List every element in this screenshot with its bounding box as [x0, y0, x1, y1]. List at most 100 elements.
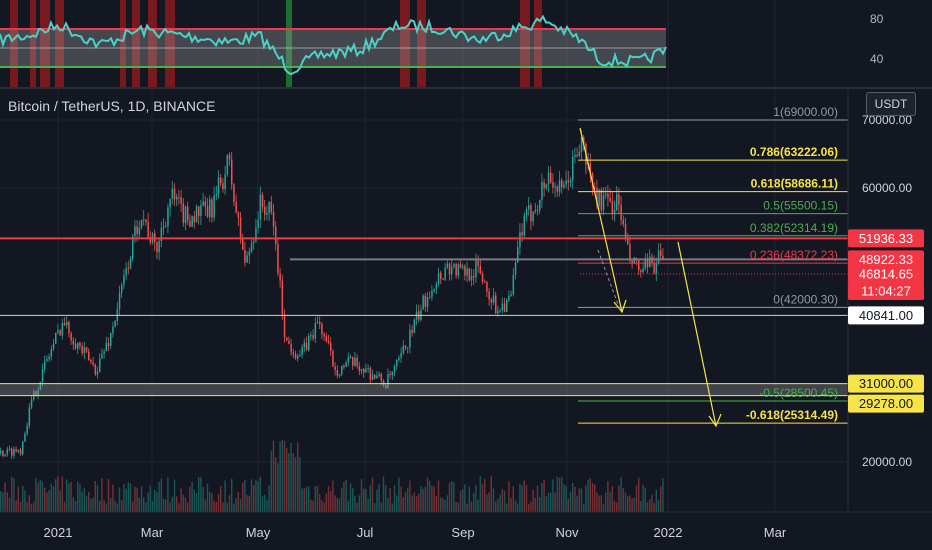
volume-bar — [642, 484, 644, 512]
x-tick-label: 2021 — [44, 525, 73, 540]
volume-bar — [143, 497, 145, 512]
rsi-overbought-zone — [148, 0, 157, 88]
volume-bar — [114, 500, 116, 512]
price-tag-label: 31000.00 — [859, 376, 913, 391]
volume-bar — [79, 484, 81, 512]
volume-bar — [46, 492, 48, 512]
candle-body — [600, 189, 603, 211]
volume-bar — [28, 495, 30, 512]
volume-bar — [635, 485, 638, 512]
volume-bar — [374, 503, 376, 512]
fib-label: -0.5(28500.45) — [759, 386, 838, 400]
volume-bar — [561, 477, 563, 512]
candle-body — [297, 355, 299, 359]
candle-body — [488, 291, 490, 300]
volume-bar — [569, 491, 572, 512]
chart-title: Bitcoin / TetherUS, 1D, BINANCE — [8, 98, 216, 114]
rsi-overbought-zone — [520, 0, 530, 88]
volume-bar — [105, 503, 107, 512]
candle-body — [613, 209, 616, 214]
volume-bar — [332, 480, 334, 512]
volume-bar — [165, 499, 167, 512]
volume-bar — [420, 486, 422, 512]
candle-body — [301, 347, 303, 355]
candle-body — [316, 322, 319, 324]
volume-bar — [435, 496, 437, 512]
volume-bar — [338, 498, 341, 512]
volume-bar — [167, 477, 169, 512]
volume-bar — [451, 480, 453, 512]
candle-body — [376, 375, 378, 379]
candle-body — [277, 243, 279, 274]
candle-body — [127, 268, 130, 270]
volume-bar — [352, 487, 354, 512]
volume-bar — [261, 496, 264, 512]
volume-bar — [550, 492, 552, 512]
volume-bar — [138, 497, 140, 512]
volume-bar — [248, 495, 250, 512]
volume-bar — [433, 486, 435, 512]
candle-body — [281, 280, 284, 315]
candle-body — [242, 238, 244, 250]
volume-bar — [6, 492, 8, 512]
volume-bar — [429, 480, 431, 512]
candle-body — [649, 256, 651, 268]
candle-body — [605, 193, 607, 196]
candle-body — [156, 242, 158, 253]
volume-bar — [147, 492, 149, 512]
candle-body — [574, 154, 576, 157]
candle-body — [490, 299, 493, 303]
candle-body — [143, 219, 145, 221]
candle-body — [213, 195, 215, 218]
volume-bar — [118, 487, 121, 512]
candle-body — [132, 236, 134, 259]
volume-bar — [244, 480, 246, 512]
volume-bar — [655, 489, 657, 512]
candle-body — [365, 368, 367, 373]
candle-body — [266, 213, 268, 215]
volume-bar — [246, 495, 248, 512]
candle-body — [556, 186, 559, 192]
volume-bar — [341, 487, 343, 512]
candle-body — [116, 308, 119, 321]
volume-bar — [607, 481, 609, 512]
candle-body — [501, 303, 504, 311]
volume-bar — [145, 502, 147, 512]
volume-bar — [330, 491, 332, 512]
volume-bar — [96, 484, 99, 512]
volume-bar — [660, 486, 662, 512]
candle-body — [290, 344, 292, 353]
candle-body — [349, 356, 352, 358]
candle-body — [259, 194, 262, 220]
candle-body — [457, 264, 460, 276]
candle-body — [169, 198, 171, 208]
candle-body — [90, 360, 92, 362]
volume-bar — [8, 497, 11, 512]
candle-body — [620, 204, 622, 221]
candle-body — [224, 174, 226, 190]
candle-body — [107, 342, 110, 346]
volume-bar — [618, 485, 620, 512]
volume-bar — [596, 492, 598, 512]
candle-body — [118, 292, 121, 309]
volume-bar — [387, 497, 389, 512]
candle-body — [530, 205, 532, 222]
volume-bar — [121, 500, 123, 512]
volume-bar — [422, 488, 424, 512]
candle-body — [644, 259, 647, 269]
candle-body — [165, 226, 167, 228]
currency-button[interactable]: USDT — [866, 92, 916, 116]
volume-bar — [413, 492, 415, 512]
volume-bar — [556, 476, 558, 512]
candle-body — [121, 284, 123, 293]
volume-bar — [294, 457, 297, 512]
candle-body — [81, 345, 83, 354]
candle-body — [596, 188, 598, 206]
candle-body — [191, 216, 193, 227]
candle-body — [308, 335, 310, 351]
fib-label: -0.618(25314.49) — [746, 408, 838, 422]
fib-label: 0.382(52314.19) — [750, 221, 838, 235]
x-tick-label: Jul — [357, 525, 374, 540]
volume-bar — [609, 491, 611, 512]
